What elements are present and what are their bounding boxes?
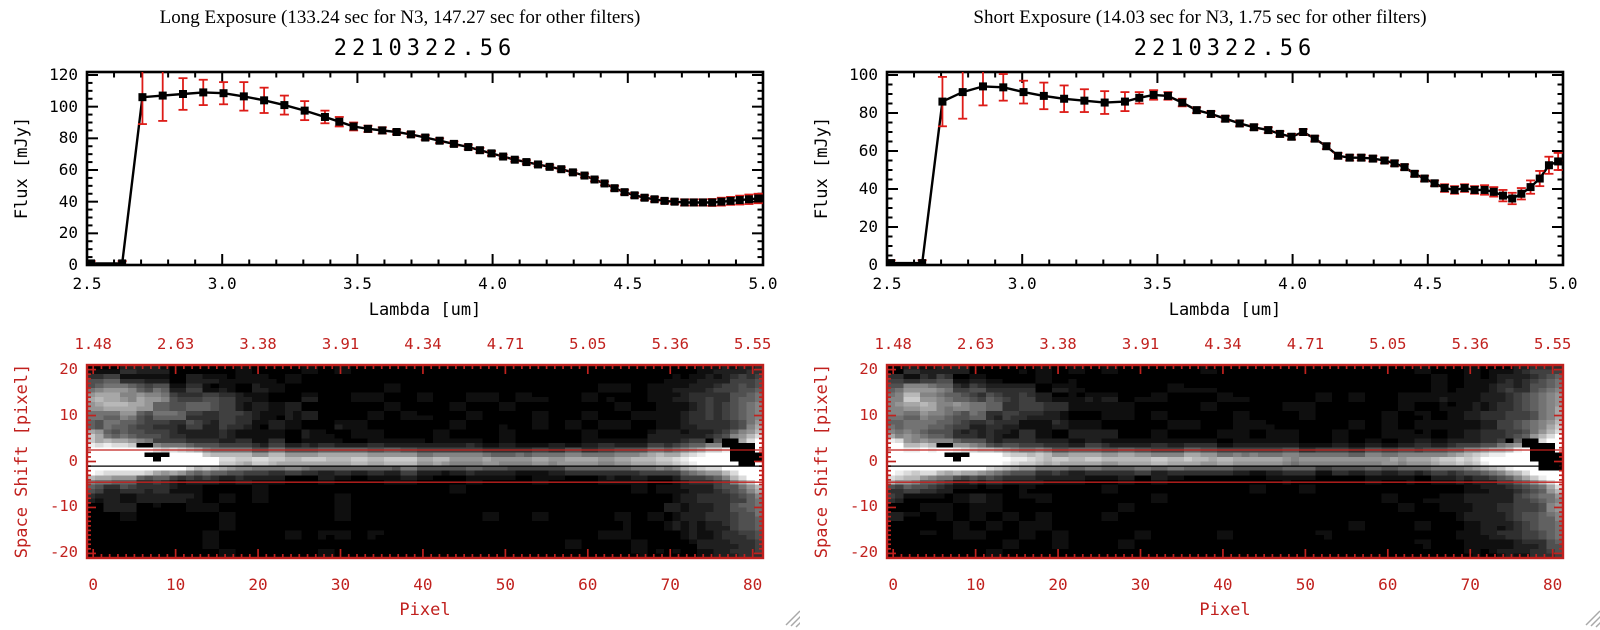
image-x-tick-label: 30 bbox=[330, 575, 351, 594]
image-y-tick-label: 0 bbox=[868, 451, 878, 470]
spectrum-y-tick-label: 60 bbox=[58, 160, 78, 179]
image-top-axis-wavelength-label: 5.36 bbox=[651, 335, 689, 353]
spectrum-y-tick-label: 80 bbox=[858, 103, 878, 122]
image-y-tick-label: 10 bbox=[59, 405, 78, 424]
spectrum-x-tick-label: 3.5 bbox=[1142, 274, 1172, 293]
image-top-axis-wavelength-label: 3.91 bbox=[321, 335, 360, 353]
image-y-tick-label: -10 bbox=[850, 497, 878, 516]
image-top-axis-wavelength-label: 5.05 bbox=[569, 335, 607, 353]
window-title: Long Exposure (133.24 sec for N3, 147.27… bbox=[159, 7, 641, 28]
spectrum-title: 2210322.56 bbox=[1133, 36, 1317, 61]
spectral-2d-image bbox=[87, 365, 763, 558]
spectrum-y-tick-label: 40 bbox=[858, 179, 878, 198]
image-x-tick-label: 70 bbox=[1460, 575, 1480, 594]
image-y-tick-label: -20 bbox=[850, 543, 878, 562]
spectrum-x-axis-label: Lambda [um] bbox=[1168, 300, 1282, 320]
image-x-tick-label: 60 bbox=[578, 575, 598, 594]
image-x-tick-label: 40 bbox=[413, 575, 433, 594]
image-x-tick-label: 20 bbox=[1048, 575, 1068, 594]
window-resize-grip[interactable] bbox=[785, 610, 800, 628]
spectrum-x-tick-label: 2.5 bbox=[872, 274, 902, 293]
image-x-tick-label: 0 bbox=[888, 575, 898, 594]
spectrum-y-tick-label: 100 bbox=[849, 65, 878, 84]
spectrum-y-tick-label: 20 bbox=[858, 217, 878, 236]
image-top-axis-wavelength-label: 2.63 bbox=[956, 335, 995, 353]
spectrum-x-tick-label: 5.0 bbox=[1548, 274, 1578, 293]
image-top-axis-wavelength-label: 4.71 bbox=[1286, 335, 1325, 353]
spectrum-y-tick-label: 40 bbox=[58, 191, 78, 211]
image-x-tick-label: 10 bbox=[965, 575, 986, 594]
image-x-tick-label: 60 bbox=[1378, 575, 1398, 594]
window-resize-grip[interactable] bbox=[1585, 610, 1600, 628]
image-top-axis-wavelength-label: 5.55 bbox=[734, 335, 772, 353]
spectrum-y-tick-label: 100 bbox=[49, 96, 78, 116]
image-x-tick-label: 80 bbox=[1543, 575, 1563, 594]
image-y-tick-label: -20 bbox=[50, 543, 78, 562]
spectrum-x-tick-label: 4.0 bbox=[1278, 274, 1308, 293]
image-top-axis-wavelength-label: 1.48 bbox=[874, 335, 912, 353]
image-x-tick-label: 50 bbox=[1295, 575, 1315, 594]
image-x-tick-label: 50 bbox=[495, 575, 515, 594]
image-y-tick-label: 10 bbox=[859, 405, 878, 424]
spectrum-x-tick-label: 3.0 bbox=[207, 274, 237, 293]
spectrum-x-axis-label: Lambda [um] bbox=[368, 300, 482, 320]
image-top-axis-wavelength-label: 5.05 bbox=[1369, 335, 1407, 353]
spectrum-title: 2210322.56 bbox=[333, 36, 517, 61]
spectrum-x-tick-label: 4.5 bbox=[1413, 274, 1443, 293]
image-x-tick-label: 80 bbox=[743, 575, 763, 594]
spectrum-y-tick-label: 0 bbox=[868, 255, 878, 274]
image-x-tick-label: 70 bbox=[660, 575, 680, 594]
image-y-tick-label: 20 bbox=[59, 359, 78, 378]
spectral-2d-image bbox=[887, 365, 1563, 558]
image-top-axis-wavelength-label: 5.36 bbox=[1451, 335, 1489, 353]
spectrum-x-tick-label: 4.0 bbox=[478, 274, 508, 293]
image-top-axis-wavelength-label: 4.71 bbox=[486, 335, 525, 353]
image-top-axis-wavelength-label: 2.63 bbox=[156, 335, 195, 353]
image-x-tick-label: 30 bbox=[1130, 575, 1151, 594]
image-x-axis-label: Pixel bbox=[1199, 600, 1251, 620]
image-top-axis-wavelength-label: 4.34 bbox=[1204, 335, 1242, 353]
spectrum-data-series bbox=[887, 72, 1563, 265]
image-x-tick-label: 0 bbox=[88, 575, 98, 594]
image-top-axis-wavelength-label: 1.48 bbox=[74, 335, 112, 353]
plot-overlay bbox=[85, 70, 800, 628]
plot-overlay bbox=[885, 70, 1600, 628]
spectrum-x-tick-label: 3.0 bbox=[1007, 274, 1037, 293]
image-y-tick-label: -10 bbox=[50, 497, 78, 516]
spectrum-y-tick-label: 0 bbox=[68, 255, 78, 274]
image-x-tick-label: 20 bbox=[248, 575, 268, 594]
plot-window-short-exposure: Short Exposure (14.03 sec for N3, 1.75 s… bbox=[800, 0, 1600, 630]
image-top-axis-wavelength-label: 5.55 bbox=[1534, 335, 1572, 353]
image-top-axis-wavelength-label: 3.38 bbox=[1039, 335, 1077, 353]
spectrum-x-tick-label: 5.0 bbox=[748, 274, 778, 293]
plot-window-long-exposure: Long Exposure (133.24 sec for N3, 147.27… bbox=[12, 7, 800, 628]
spectrum-y-tick-label: 120 bbox=[49, 65, 78, 84]
image-x-tick-label: 40 bbox=[1213, 575, 1233, 594]
image-x-tick-label: 10 bbox=[165, 575, 186, 594]
image-top-axis-wavelength-label: 3.91 bbox=[1121, 335, 1160, 353]
spectrum-y-tick-label: 60 bbox=[858, 141, 878, 160]
image-y-tick-label: 20 bbox=[859, 359, 878, 378]
image-top-axis-wavelength-label: 4.34 bbox=[404, 335, 442, 353]
spectrum-y-tick-label: 20 bbox=[58, 223, 78, 243]
spectrum-y-tick-label: 80 bbox=[58, 128, 78, 148]
window-title: Short Exposure (14.03 sec for N3, 1.75 s… bbox=[973, 7, 1427, 28]
spectrum-x-tick-label: 2.5 bbox=[72, 274, 102, 293]
spectrum-x-tick-label: 3.5 bbox=[342, 274, 372, 293]
spectrum-data-series bbox=[87, 72, 763, 265]
image-top-axis-wavelength-label: 3.38 bbox=[239, 335, 277, 353]
image-x-axis-label: Pixel bbox=[399, 600, 451, 620]
image-y-tick-label: 0 bbox=[68, 451, 78, 470]
spectrum-x-tick-label: 4.5 bbox=[613, 274, 643, 293]
